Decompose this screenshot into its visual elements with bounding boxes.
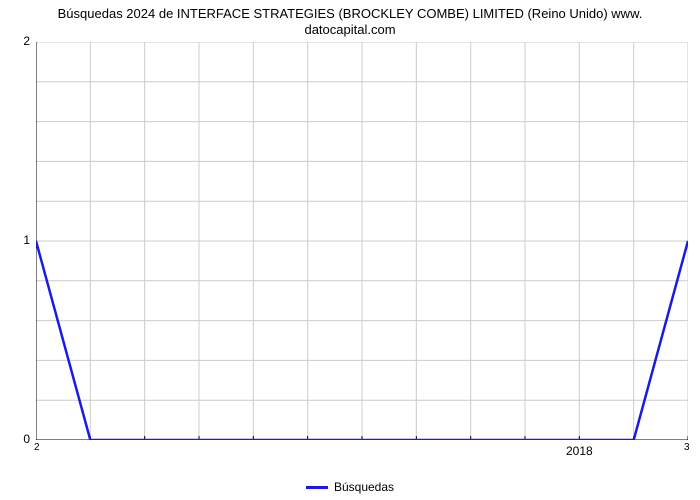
chart-title-line2: datocapital.com <box>304 22 395 37</box>
chart-title: Búsquedas 2024 de INTERFACE STRATEGIES (… <box>0 6 700 39</box>
legend-swatch <box>306 486 328 489</box>
x-range-end: 3 <box>684 442 690 453</box>
x-range-start: 2 <box>34 442 40 453</box>
chart-title-line1: Búsquedas 2024 de INTERFACE STRATEGIES (… <box>58 6 643 21</box>
legend: Búsquedas <box>0 480 700 494</box>
x-tick-label: 2018 <box>566 444 593 458</box>
y-tick-label: 2 <box>10 34 30 48</box>
y-tick-label: 0 <box>10 432 30 446</box>
y-tick-label: 1 <box>10 233 30 247</box>
chart-container: Búsquedas 2024 de INTERFACE STRATEGIES (… <box>0 0 700 500</box>
plot-area <box>36 42 688 440</box>
legend-label: Búsquedas <box>334 480 394 494</box>
